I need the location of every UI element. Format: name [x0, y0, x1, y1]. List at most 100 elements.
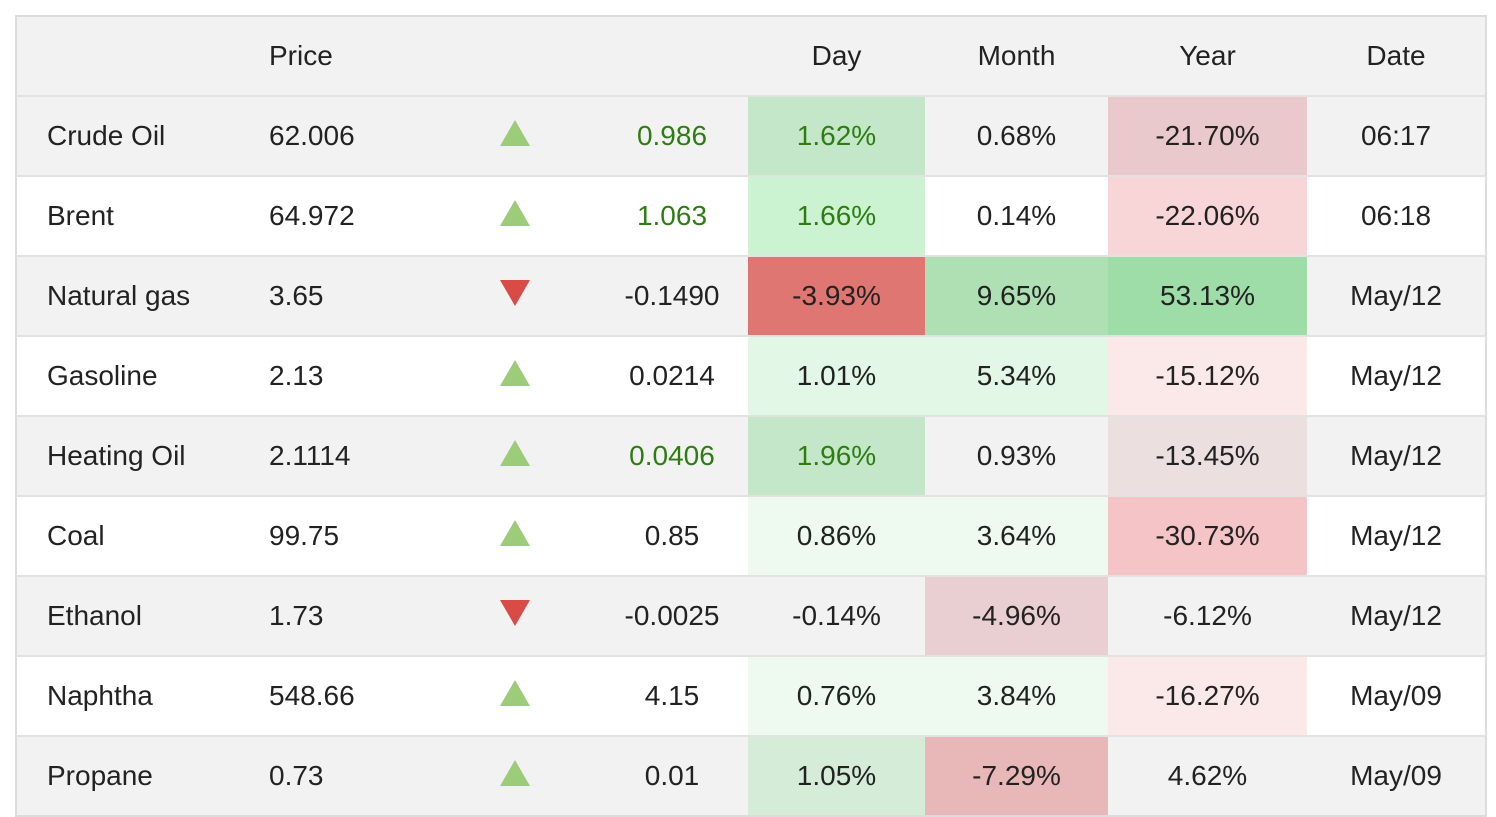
change-cell: -0.1490 — [596, 255, 748, 336]
day-change-cell: 1.01% — [748, 335, 925, 416]
direction-cell — [434, 575, 596, 656]
change-cell: 4.15 — [596, 655, 748, 736]
table-row[interactable]: Ethanol 1.73 -0.0025 -0.14% -4.96% -6.12% May/… — [16, 575, 1486, 656]
year-change-cell: 53.13% — [1108, 255, 1307, 336]
table-row[interactable]: Naphtha 548.66 4.15 0.76% 3.84% -16.27% May/09 — [16, 655, 1486, 736]
commodity-name-link[interactable]: Brent — [16, 175, 269, 256]
change-cell: 0.01 — [596, 735, 748, 816]
commodity-name-link[interactable]: Natural gas — [16, 255, 269, 336]
price-cell: 62.006 — [269, 95, 434, 176]
month-change-cell: 3.84% — [925, 655, 1108, 736]
month-change-cell: -4.96% — [925, 575, 1108, 656]
day-change-cell: -0.14% — [748, 575, 925, 656]
header-price[interactable]: Price — [269, 16, 434, 96]
header-date[interactable]: Date — [1307, 16, 1486, 96]
price-cell: 0.73 — [269, 735, 434, 816]
arrow-up-icon — [500, 439, 530, 466]
change-cell: 0.986 — [596, 95, 748, 176]
header-day[interactable]: Day — [748, 16, 925, 96]
table-row[interactable]: Gasoline 2.13 0.0214 1.01% 5.34% -15.12% May/1… — [16, 335, 1486, 416]
year-change-cell: -16.27% — [1108, 655, 1307, 736]
date-cell: May/12 — [1307, 495, 1486, 576]
price-cell: 3.65 — [269, 255, 434, 336]
commodities-table: Price Day Month Year Date Crude Oil 62.00… — [15, 15, 1487, 817]
table-row[interactable]: Propane 0.73 0.01 1.05% -7.29% 4.62% May/09 — [16, 735, 1486, 816]
table-row[interactable]: Crude Oil 62.006 0.986 1.62% 0.68% -21.70% 06:… — [16, 95, 1486, 176]
price-cell: 64.972 — [269, 175, 434, 256]
arrow-up-icon — [500, 199, 530, 226]
commodity-name-link[interactable]: Coal — [16, 495, 269, 576]
price-cell: 99.75 — [269, 495, 434, 576]
day-change-cell: 1.66% — [748, 175, 925, 256]
table-body: Crude Oil 62.006 0.986 1.62% 0.68% -21.70% 06:… — [16, 95, 1486, 816]
arrow-up-icon — [500, 359, 530, 386]
direction-cell — [434, 735, 596, 816]
month-change-cell: 0.68% — [925, 95, 1108, 176]
table-header-row: Price Day Month Year Date — [16, 16, 1486, 96]
arrow-up-icon — [500, 119, 530, 146]
arrow-down-icon — [500, 599, 530, 626]
direction-cell — [434, 175, 596, 256]
direction-cell — [434, 415, 596, 496]
direction-cell — [434, 495, 596, 576]
direction-cell — [434, 95, 596, 176]
header-arrow — [434, 16, 596, 96]
change-cell: 1.063 — [596, 175, 748, 256]
year-change-cell: -6.12% — [1108, 575, 1307, 656]
day-change-cell: 0.86% — [748, 495, 925, 576]
commodity-name-link[interactable]: Crude Oil — [16, 95, 269, 176]
header-month[interactable]: Month — [925, 16, 1108, 96]
date-cell: May/09 — [1307, 735, 1486, 816]
table-row[interactable]: Coal 99.75 0.85 0.86% 3.64% -30.73% May/12 — [16, 495, 1486, 576]
date-cell: May/09 — [1307, 655, 1486, 736]
change-cell: -0.0025 — [596, 575, 748, 656]
commodity-name-link[interactable]: Naphtha — [16, 655, 269, 736]
price-cell: 2.1114 — [269, 415, 434, 496]
year-change-cell: -13.45% — [1108, 415, 1307, 496]
table-row[interactable]: Brent 64.972 1.063 1.66% 0.14% -22.06% 06:18 — [16, 175, 1486, 256]
header-name — [16, 16, 269, 96]
arrow-up-icon — [500, 679, 530, 706]
month-change-cell: 3.64% — [925, 495, 1108, 576]
direction-cell — [434, 335, 596, 416]
commodity-name-link[interactable]: Heating Oil — [16, 415, 269, 496]
day-change-cell: -3.93% — [748, 255, 925, 336]
date-cell: 06:18 — [1307, 175, 1486, 256]
day-change-cell: 1.05% — [748, 735, 925, 816]
day-change-cell: 0.76% — [748, 655, 925, 736]
commodities-table-container: Price Day Month Year Date Crude Oil 62.00… — [15, 15, 1487, 817]
month-change-cell: 0.93% — [925, 415, 1108, 496]
commodity-name-link[interactable]: Gasoline — [16, 335, 269, 416]
date-cell: 06:17 — [1307, 95, 1486, 176]
price-cell: 1.73 — [269, 575, 434, 656]
date-cell: May/12 — [1307, 335, 1486, 416]
commodity-name-link[interactable]: Propane — [16, 735, 269, 816]
year-change-cell: 4.62% — [1108, 735, 1307, 816]
date-cell: May/12 — [1307, 575, 1486, 656]
date-cell: May/12 — [1307, 415, 1486, 496]
direction-cell — [434, 255, 596, 336]
date-cell: May/12 — [1307, 255, 1486, 336]
year-change-cell: -21.70% — [1108, 95, 1307, 176]
arrow-down-icon — [500, 279, 530, 306]
direction-cell — [434, 655, 596, 736]
table-row[interactable]: Natural gas 3.65 -0.1490 -3.93% 9.65% 53.13% M… — [16, 255, 1486, 336]
table-row[interactable]: Heating Oil 2.1114 0.0406 1.96% 0.93% -13.45%… — [16, 415, 1486, 496]
arrow-up-icon — [500, 519, 530, 546]
year-change-cell: -30.73% — [1108, 495, 1307, 576]
day-change-cell: 1.62% — [748, 95, 925, 176]
month-change-cell: -7.29% — [925, 735, 1108, 816]
price-cell: 2.13 — [269, 335, 434, 416]
month-change-cell: 0.14% — [925, 175, 1108, 256]
month-change-cell: 9.65% — [925, 255, 1108, 336]
year-change-cell: -22.06% — [1108, 175, 1307, 256]
change-cell: 0.85 — [596, 495, 748, 576]
arrow-up-icon — [500, 759, 530, 786]
commodity-name-link[interactable]: Ethanol — [16, 575, 269, 656]
change-cell: 0.0214 — [596, 335, 748, 416]
day-change-cell: 1.96% — [748, 415, 925, 496]
month-change-cell: 5.34% — [925, 335, 1108, 416]
change-cell: 0.0406 — [596, 415, 748, 496]
price-cell: 548.66 — [269, 655, 434, 736]
header-year[interactable]: Year — [1108, 16, 1307, 96]
